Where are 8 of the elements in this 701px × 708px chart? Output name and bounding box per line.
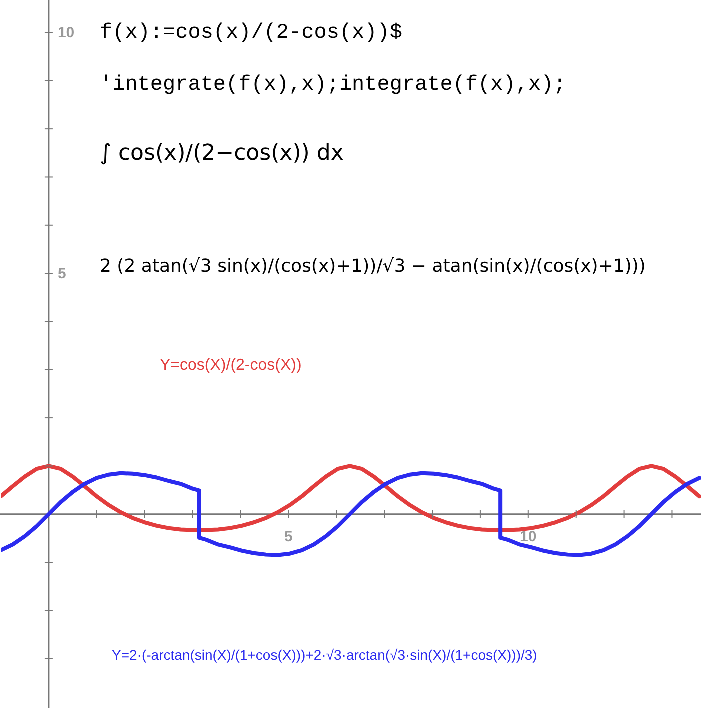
text: Y=2·(-arctan(sin(X)/(1+cos(X)))+2·√3·arctan(√3·sin(X)/(1+cos(X)))/3) bbox=[112, 647, 538, 663]
annotation: 2 (2 atan(√3 sin(x)/(cos(x)+1))/√3 − atan(sin(x)/(cos(x)+1))) bbox=[100, 256, 646, 277]
annotation: 'integrate(f(x),x);integrate(f(x),x); bbox=[100, 74, 566, 97]
text: Y=cos(X)/(2-cos(X)) bbox=[160, 357, 302, 374]
line-series bbox=[1, 464, 701, 532]
annotation: ∫ cos(x)/(2−cos(x)) dx bbox=[100, 141, 344, 166]
annotation: f(x):=cos(x)/(2-cos(x))$ bbox=[100, 22, 402, 45]
line-series bbox=[1, 471, 701, 558]
